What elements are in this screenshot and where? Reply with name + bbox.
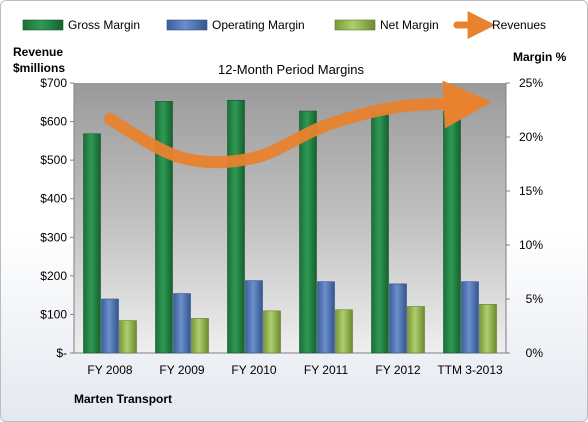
left-tick-label: $700 xyxy=(40,76,67,90)
revenue-line xyxy=(104,80,492,169)
plot-area xyxy=(74,83,506,353)
legend-swatch-gross-margin xyxy=(22,19,64,31)
right-tick-label: 10% xyxy=(519,238,543,252)
left-tick-label: $500 xyxy=(40,153,67,167)
right-tick-label: 25% xyxy=(519,76,543,90)
right-tick-label: 15% xyxy=(519,184,543,198)
net-margin-bar xyxy=(191,318,209,354)
gross-margin-bar xyxy=(227,99,245,354)
operating-margin-bar xyxy=(101,298,119,354)
legend: Gross Margin Operating Margin Net Margin Re… xyxy=(22,11,546,39)
category-label: TTM 3-2013 xyxy=(437,363,503,377)
left-tick-label: $200 xyxy=(40,269,67,283)
left-tick-label: $600 xyxy=(40,115,67,129)
operating-margin-bar xyxy=(461,281,479,354)
category-label: FY 2008 xyxy=(87,363,132,377)
left-tick-label: $- xyxy=(56,346,67,360)
category-label: FY 2011 xyxy=(304,363,349,377)
company-label: Marten Transport xyxy=(74,392,172,406)
operating-margin-bar xyxy=(317,281,335,354)
operating-margin-bar xyxy=(245,280,263,354)
net-margin-bar xyxy=(479,304,497,354)
left-axis-title-line2: $millions xyxy=(13,61,65,75)
net-margin-bar xyxy=(119,320,137,354)
gross-margin-bar xyxy=(155,101,173,354)
gross-margin-bar xyxy=(83,133,101,354)
axes: $- $100 $200 $300 $400 $500 $600 $700 0% 5% 10% 15%… xyxy=(40,76,543,377)
revenue-line-layer xyxy=(104,80,492,169)
left-axis-title-line1: Revenue xyxy=(13,45,63,59)
legend-swatch-operating-margin xyxy=(166,19,208,31)
category-label: FY 2010 xyxy=(231,363,276,377)
operating-margin-bar xyxy=(389,283,407,354)
legend-label-revenues: Revenues xyxy=(492,18,546,32)
right-tick-label: 5% xyxy=(526,292,544,306)
net-margin-bar xyxy=(335,309,353,354)
legend-label-gross-margin: Gross Margin xyxy=(68,18,140,32)
right-axis-title: Margin % xyxy=(513,50,567,64)
category-label: FY 2009 xyxy=(159,363,204,377)
bars xyxy=(83,99,497,354)
legend-swatch-net-margin xyxy=(334,19,376,31)
net-margin-bar xyxy=(263,310,281,354)
left-tick-label: $300 xyxy=(40,230,67,244)
left-tick-label: $400 xyxy=(40,192,67,206)
gross-margin-bar xyxy=(443,110,461,354)
category-label: FY 2012 xyxy=(375,363,420,377)
net-margin-bar xyxy=(407,306,425,354)
operating-margin-bar xyxy=(173,293,191,354)
gross-margin-bar xyxy=(299,110,317,354)
chart-title: 12-Month Period Margins xyxy=(218,62,364,77)
gross-margin-bar xyxy=(371,111,389,354)
legend-label-operating-margin: Operating Margin xyxy=(212,18,305,32)
left-tick-label: $100 xyxy=(40,307,67,321)
legend-label-net-margin: Net Margin xyxy=(380,18,439,32)
right-tick-label: 0% xyxy=(526,346,544,360)
right-tick-label: 20% xyxy=(519,130,543,144)
